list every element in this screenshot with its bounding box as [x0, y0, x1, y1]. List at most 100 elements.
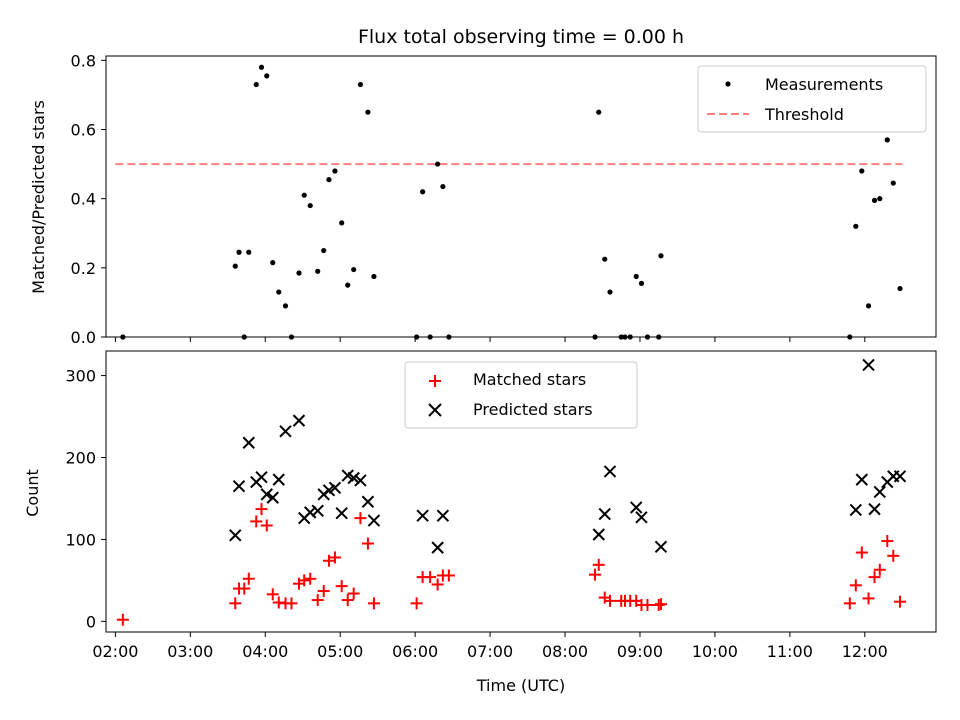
predicted-star-point	[862, 358, 875, 372]
matched-star-point	[431, 578, 444, 591]
bottom-legend-box	[404, 361, 638, 429]
measurement-point	[596, 109, 602, 115]
measurement-point	[607, 289, 613, 295]
predicted-star-point	[242, 436, 255, 449]
bottom-x-tick-label: 09:00	[617, 642, 663, 661]
measurement-point	[301, 192, 307, 198]
matched-star-point	[250, 515, 263, 528]
measurement-point	[853, 223, 859, 229]
bottom-y-tick-label: 0	[86, 612, 96, 631]
matched-star-point	[304, 572, 317, 585]
measurement-point	[258, 64, 265, 70]
matched-star-point	[442, 569, 455, 582]
predicted-star-point	[347, 471, 360, 485]
bottom-y-ticks: 0 100 200 300	[65, 367, 106, 631]
matched-star-point	[654, 598, 667, 611]
matched-star-point	[266, 588, 279, 601]
measurement-point	[420, 189, 426, 195]
matched-star-point	[424, 571, 437, 584]
measurement-point	[877, 196, 883, 202]
matched-star-point	[843, 597, 856, 610]
predicted-star-point	[255, 470, 268, 484]
predicted-star-point	[592, 528, 605, 541]
top-y-tick-label: 0.0	[71, 328, 96, 347]
matched-star-point	[873, 563, 886, 576]
predicted-star-point	[431, 541, 444, 554]
matched-star-point	[328, 551, 341, 564]
matched-star-point	[849, 579, 862, 592]
predicted-star-point	[272, 473, 285, 486]
top-y-ticks: 0.0 0.2 0.4 0.6 0.8	[71, 51, 106, 347]
predicted-star-point	[279, 425, 292, 438]
matched-star-point	[238, 582, 251, 595]
measurement-point	[345, 282, 351, 288]
predicted-star-point	[635, 511, 648, 524]
matched-star-point	[862, 592, 875, 605]
matched-star-point	[260, 519, 273, 532]
legend-matched-label: Matched stars	[473, 370, 586, 389]
predicted-star-point	[416, 509, 429, 522]
measurement-point	[332, 168, 338, 174]
matched-star-point	[341, 594, 354, 607]
measurement-point	[321, 247, 327, 254]
measurement-point	[440, 183, 446, 190]
bottom-panel: 0 100 200 300 02:00 03:00 04:00 05:00 06:00 07:0…	[23, 350, 937, 695]
matched-star-point	[589, 568, 602, 581]
legend-threshold-label: Threshold	[764, 105, 844, 124]
bottom-y-tick-label: 100	[65, 530, 96, 549]
matched-star-point	[354, 512, 367, 525]
bottom-axes-frame	[105, 350, 937, 633]
top-y-tick-label: 0.4	[71, 190, 96, 209]
predicted-star-point	[849, 503, 863, 517]
bottom-x-tick-label: 11:00	[767, 642, 813, 661]
matched-star-point	[285, 597, 298, 610]
measurement-point	[871, 197, 878, 203]
measurement-point	[865, 303, 872, 309]
matched-star-point	[298, 574, 311, 587]
predicted-star-point	[311, 504, 324, 517]
predicted-star-point	[354, 474, 367, 487]
matched-star-point	[229, 597, 242, 610]
matched-star-point	[410, 597, 423, 610]
top-y-tick-label: 0.6	[71, 120, 96, 139]
bottom-y-axis-label: Count	[23, 469, 42, 517]
matched-star-point	[311, 594, 324, 607]
top-axes-frame	[105, 55, 937, 338]
predicted-star-point	[598, 507, 611, 521]
measurement-point	[276, 289, 282, 295]
measurement-point	[602, 256, 608, 262]
legend-measurements-label: Measurements	[765, 75, 883, 94]
top-y-axis-label: Matched/Predicted stars	[29, 100, 48, 294]
measurements-series	[120, 64, 903, 340]
top-legend: Measurements Threshold	[697, 65, 927, 133]
predicted-star-point	[292, 414, 306, 427]
measurement-point	[307, 202, 313, 209]
predicted-star-point	[855, 473, 869, 486]
measurement-point	[326, 177, 332, 183]
measurement-point	[282, 303, 289, 309]
predicted-star-point	[328, 481, 342, 495]
predicted-star-point	[335, 507, 348, 520]
bottom-x-tick-label: 06:00	[392, 642, 438, 661]
matched-star-point	[641, 598, 654, 611]
predicted-star-point	[630, 501, 643, 514]
x-axis-label: Time (UTC)	[476, 676, 565, 695]
predicted-star-point	[260, 488, 273, 501]
predicted-star-point	[436, 509, 450, 522]
matched-star-point	[603, 594, 616, 607]
top-y-tick-label: 0.8	[71, 51, 96, 70]
measurement-point	[859, 168, 865, 174]
bottom-x-tick-label: 05:00	[317, 642, 363, 661]
bottom-x-tick-label: 03:00	[167, 642, 213, 661]
measurement-point	[236, 249, 242, 255]
predicted-star-point	[367, 514, 381, 527]
measurement-point	[270, 260, 276, 266]
matched-star-point	[317, 585, 330, 598]
bottom-x-tick-label: 08:00	[542, 642, 588, 661]
measurement-point	[351, 266, 357, 273]
legend-matched-marker	[429, 375, 441, 387]
matched-star-point	[367, 597, 380, 610]
measurement-point	[435, 161, 441, 167]
measurement-point	[246, 249, 252, 255]
